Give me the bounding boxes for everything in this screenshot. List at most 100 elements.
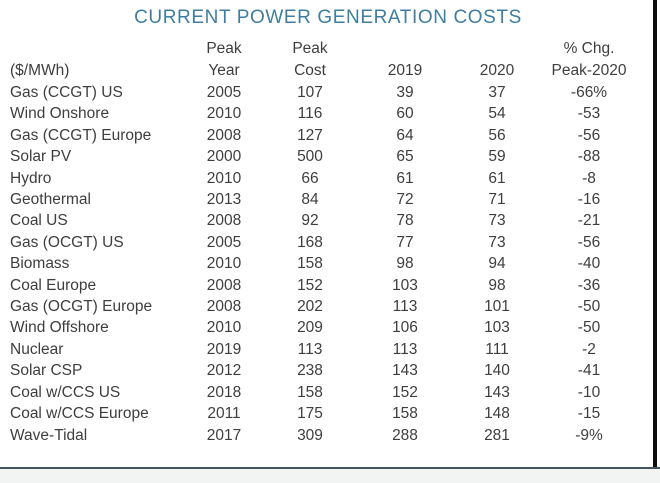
cell-value: -56: [577, 233, 601, 251]
row-label: Geothermal: [10, 191, 91, 209]
cell-value: -88: [577, 148, 601, 166]
right-border-rule: [653, 0, 657, 470]
cell-value: -9%: [575, 426, 603, 444]
cell-value: 2011: [207, 405, 241, 423]
cell-value: 2010: [206, 255, 242, 273]
row-label: Gas (OCGT) Europe: [10, 298, 153, 316]
cell-value: 2010: [206, 105, 242, 123]
cell-value: 288: [392, 426, 418, 444]
table-row: Nuclear 2019 113 113 111 -2: [2, 339, 638, 360]
table-row: Coal US 2008 92 78 73 -21: [2, 210, 638, 231]
row-label: Nuclear: [10, 340, 64, 358]
cell-value: 158: [297, 383, 323, 401]
cell-value: 113: [392, 340, 418, 358]
row-label: Gas (CCGT) US: [10, 84, 123, 101]
cell-value: 72: [396, 191, 414, 209]
cell-value: -50: [577, 319, 601, 337]
table-body: Gas (CCGT) US 2005 107 39 37 -66% Wind Onshore…: [2, 82, 638, 446]
cell-value: 101: [484, 298, 510, 316]
cell-value: 143: [392, 362, 418, 380]
bottom-margin-strip: [0, 469, 660, 483]
table-row: Wave-Tidal 2017 309 288 281 -9%: [2, 425, 638, 446]
cell-value: 202: [297, 298, 323, 316]
cell-value: 59: [488, 148, 506, 166]
cell-value: 60: [396, 105, 414, 123]
cell-value: 2008: [206, 126, 242, 144]
cell-value: 92: [301, 212, 319, 230]
cell-value: 66: [301, 169, 319, 187]
cell-value: 175: [297, 405, 323, 423]
row-label: Gas (OCGT) US: [10, 233, 124, 251]
cell-value: 78: [396, 212, 414, 230]
column-header-pct-change: % Chg. Peak-2020: [551, 40, 627, 79]
row-label: Hydro: [10, 169, 52, 187]
cell-value: 2010: [206, 319, 242, 337]
cell-value: 158: [392, 405, 418, 423]
cell-value: 140: [484, 362, 510, 380]
row-label: Wind Offshore: [10, 319, 109, 337]
column-header-2019: 2019: [387, 62, 423, 79]
cell-value: -41: [577, 362, 601, 380]
cell-value: 168: [297, 233, 323, 251]
cell-value: -40: [577, 255, 601, 273]
row-label: Coal w/CCS Europe: [10, 405, 149, 423]
bottom-horizontal-rule: [0, 467, 660, 469]
cell-value: 39: [396, 84, 414, 101]
cell-value: 103: [484, 319, 510, 337]
cell-value: -2: [582, 340, 596, 358]
table-row: Coal Europe 2008 152 103 98 -36: [2, 275, 638, 296]
table-row: Wind Onshore 2010 116 60 54 -53: [2, 103, 638, 124]
cell-value: 500: [297, 148, 323, 166]
table-row: Coal w/CCS Europe 2011 175 158 148 -15: [2, 403, 638, 424]
cell-value: 107: [297, 84, 323, 101]
row-label: Wind Onshore: [10, 105, 110, 123]
cell-value: 77: [396, 233, 414, 251]
table-row: Geothermal 2013 84 72 71 -16: [2, 189, 638, 210]
cell-value: 65: [396, 148, 414, 166]
cell-value: 2017: [206, 426, 242, 444]
cell-value: 113: [297, 340, 323, 358]
table-row: Gas (OCGT) Europe 2008 202 113 101 -50: [2, 296, 638, 317]
cell-value: 238: [297, 362, 323, 380]
cell-value: 2010: [206, 169, 242, 187]
cell-value: 152: [297, 276, 323, 294]
cell-value: 127: [297, 126, 323, 144]
cell-value: 98: [396, 255, 414, 273]
costs-table: ($/MWh) Peak Year Peak Cost 2019 2020: [2, 38, 638, 446]
cell-value: 37: [488, 84, 506, 101]
cell-value: -10: [577, 383, 601, 401]
cell-value: 106: [392, 319, 418, 337]
cell-value: 54: [488, 105, 506, 123]
row-label: Coal US: [10, 212, 68, 230]
cell-value: 94: [488, 255, 506, 273]
cell-value: -50: [577, 298, 601, 316]
table-row: Gas (CCGT) Europe 2008 127 64 56 -56: [2, 125, 638, 146]
cell-value: 103: [392, 276, 418, 294]
row-label: Gas (CCGT) Europe: [10, 126, 152, 144]
column-header-2020: 2020: [479, 62, 515, 79]
page-title: CURRENT POWER GENERATION COSTS: [134, 7, 522, 28]
cell-value: 116: [297, 105, 323, 123]
cell-value: 2005: [206, 84, 242, 101]
table-row: Solar PV 2000 500 65 59 -88: [2, 146, 638, 167]
row-label: Solar CSP: [10, 362, 83, 380]
cell-value: 64: [396, 126, 414, 144]
cell-value: 61: [488, 169, 506, 187]
cell-value: 73: [488, 233, 506, 251]
cell-value: 2000: [206, 148, 242, 166]
cell-value: 2008: [206, 298, 242, 316]
cell-value: -21: [577, 212, 601, 230]
column-header-peak-year: Peak Year: [206, 40, 242, 79]
header-row: ($/MWh) Peak Year Peak Cost 2019 2020: [2, 38, 638, 82]
row-label: Wave-Tidal: [10, 426, 88, 444]
cell-value: 2008: [206, 276, 242, 294]
table-row: Gas (CCGT) US 2005 107 39 37 -66%: [2, 82, 638, 103]
column-header-unit: ($/MWh): [10, 62, 70, 79]
cell-value: -16: [577, 191, 601, 209]
cell-value: 2008: [206, 212, 242, 230]
cell-value: -15: [577, 405, 601, 423]
table-row: Hydro 2010 66 61 61 -8: [2, 168, 638, 189]
cell-value: 152: [392, 383, 418, 401]
cell-value: -53: [577, 105, 601, 123]
